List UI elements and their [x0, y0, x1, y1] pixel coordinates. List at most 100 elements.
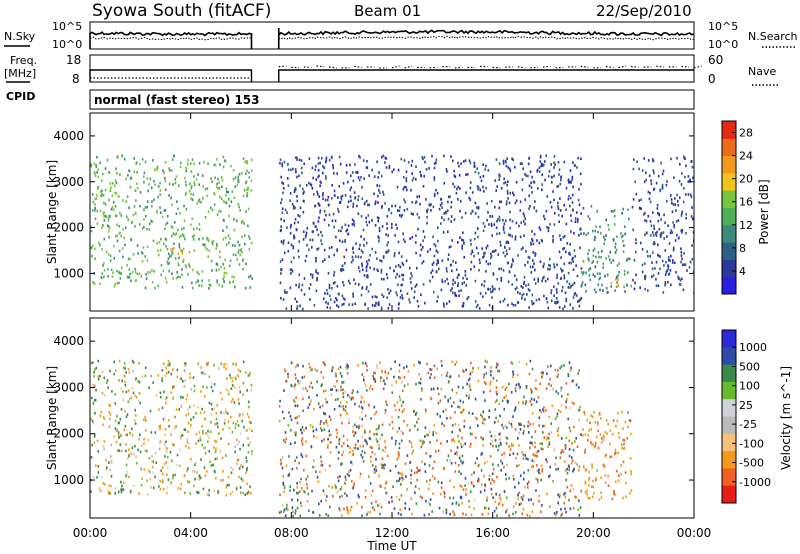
data-cell [176, 375, 179, 379]
data-cell [144, 429, 147, 432]
data-cell [93, 282, 96, 285]
data-cell [330, 433, 332, 436]
data-cell [380, 376, 382, 379]
data-cell [94, 368, 96, 371]
data-cell [380, 174, 383, 178]
data-cell [364, 303, 366, 306]
data-cell [602, 289, 604, 292]
data-cell [627, 271, 629, 274]
data-cell [346, 228, 349, 232]
data-cell [588, 476, 591, 480]
data-cell [113, 435, 115, 438]
data-cell [495, 492, 497, 496]
data-cell [561, 214, 563, 218]
data-cell [214, 176, 216, 180]
data-cell [140, 444, 143, 447]
data-cell [295, 377, 297, 380]
data-cell [173, 233, 176, 236]
data-cell [561, 289, 563, 293]
data-cell [136, 182, 138, 185]
data-cell [125, 390, 128, 394]
data-cell [330, 156, 333, 160]
data-cell [222, 263, 225, 266]
data-cell [355, 425, 358, 428]
data-cell [473, 499, 476, 502]
data-cell [278, 511, 281, 514]
data-cell [600, 440, 603, 444]
data-cell [379, 484, 381, 488]
data-cell [189, 376, 191, 379]
data-cell [159, 193, 161, 196]
data-cell [298, 255, 300, 259]
data-cell [462, 276, 464, 280]
data-cell [411, 172, 413, 175]
data-cell [552, 480, 554, 483]
data-cell [567, 374, 570, 377]
data-cell [508, 476, 510, 480]
data-cell [485, 460, 488, 463]
data-cell [366, 241, 368, 245]
data-cell [555, 288, 558, 291]
data-cell [382, 154, 385, 158]
data-cell [339, 414, 342, 417]
data-cell [350, 398, 353, 401]
data-cell [488, 409, 491, 412]
data-cell [326, 288, 328, 292]
data-cell [321, 157, 323, 160]
data-cell [245, 471, 247, 475]
data-cell [471, 209, 474, 213]
data-cell [681, 228, 684, 232]
data-cell [113, 360, 115, 364]
data-cell [565, 382, 568, 385]
data-cell [533, 454, 536, 457]
data-cell [461, 501, 463, 505]
data-cell [507, 241, 510, 244]
data-cell [338, 155, 341, 159]
data-cell [446, 209, 449, 212]
data-cell [363, 238, 365, 241]
data-cell [246, 192, 248, 195]
data-cell [361, 186, 363, 189]
data-cell [300, 288, 303, 292]
data-cell [112, 208, 115, 212]
data-cell [157, 374, 160, 377]
data-cell [345, 164, 348, 167]
data-cell [520, 285, 523, 288]
data-cell [653, 188, 655, 191]
data-cell [569, 196, 572, 200]
data-cell [233, 228, 236, 232]
data-cell [316, 369, 318, 373]
data-cell [215, 447, 217, 450]
data-cell [433, 178, 436, 182]
data-cell [618, 431, 620, 435]
data-cell [116, 223, 118, 226]
data-cell [303, 428, 305, 432]
data-cell [548, 440, 551, 444]
data-cell [185, 191, 187, 195]
data-cell [392, 485, 394, 489]
data-cell [423, 235, 426, 239]
data-cell [382, 449, 384, 452]
data-cell [361, 287, 363, 290]
data-cell [228, 198, 230, 201]
data-cell [518, 360, 520, 364]
data-cell [156, 209, 158, 213]
data-cell [161, 480, 164, 484]
data-cell [591, 415, 594, 419]
data-cell [453, 401, 455, 404]
data-cell [599, 225, 601, 229]
data-cell [505, 386, 508, 389]
data-cell [499, 438, 501, 441]
data-cell [490, 373, 492, 377]
data-cell [584, 468, 587, 472]
data-cell [209, 430, 212, 434]
data-cell [520, 221, 522, 224]
data-cell [145, 419, 147, 422]
data-cell [541, 467, 544, 471]
data-cell [455, 451, 458, 454]
data-cell [180, 434, 182, 438]
data-cell [347, 512, 350, 515]
data-cell [450, 215, 453, 218]
data-cell [192, 416, 195, 419]
data-cell [337, 305, 340, 309]
